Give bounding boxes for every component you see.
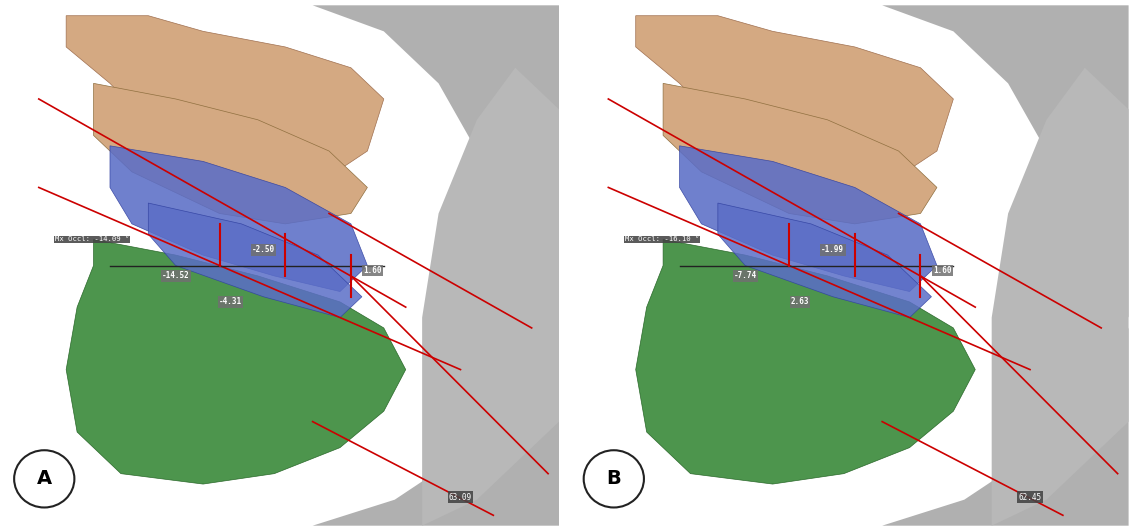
Polygon shape (663, 83, 937, 224)
Text: -14.52: -14.52 (162, 271, 189, 280)
Text: 1.60: 1.60 (934, 266, 952, 275)
Polygon shape (66, 16, 384, 187)
Text: 63.09: 63.09 (449, 493, 472, 502)
Text: -2.50: -2.50 (252, 245, 275, 254)
Polygon shape (636, 239, 975, 484)
Text: Mx Occl: -16.10 °: Mx Occl: -16.10 ° (625, 236, 699, 243)
Polygon shape (93, 83, 367, 224)
Polygon shape (992, 68, 1129, 526)
Polygon shape (679, 146, 937, 292)
Polygon shape (11, 5, 559, 318)
Circle shape (584, 450, 644, 508)
Text: 2.63: 2.63 (791, 297, 809, 306)
Polygon shape (66, 239, 406, 484)
Polygon shape (11, 328, 559, 526)
Polygon shape (109, 146, 367, 292)
Text: -7.74: -7.74 (734, 271, 757, 280)
Text: Mx Occl: -14.09 °: Mx Occl: -14.09 ° (55, 236, 130, 243)
Polygon shape (581, 5, 1129, 318)
Polygon shape (636, 16, 953, 187)
Polygon shape (422, 68, 559, 526)
Polygon shape (581, 328, 1129, 526)
Polygon shape (148, 203, 361, 318)
Circle shape (14, 450, 74, 508)
Text: -4.31: -4.31 (219, 297, 242, 306)
Text: 62.45: 62.45 (1018, 493, 1042, 502)
Text: -1.99: -1.99 (821, 245, 845, 254)
Polygon shape (718, 203, 931, 318)
Text: 1.60: 1.60 (364, 266, 382, 275)
Text: B: B (606, 469, 621, 489)
Text: A: A (36, 469, 51, 489)
